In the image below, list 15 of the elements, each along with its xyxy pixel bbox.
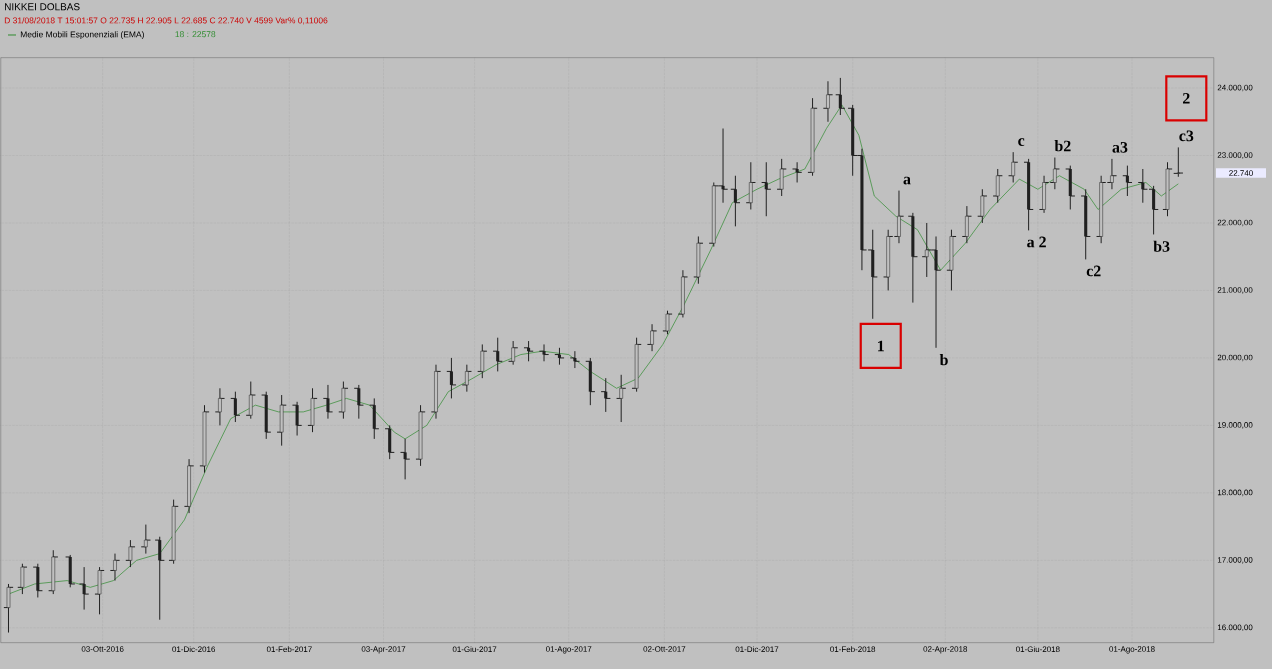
annotation: a 2 [1027,236,1046,248]
chart-subtitle: D 31/08/2018 T 15:01:57 O 22.735 H 22.905 L 22.685 C 22.740 V 4599 Var% 0,11006 [4,17,328,25]
text: 18 : 22578 [175,31,216,38]
chart-title: NIKKEI DOLBAS [5,3,80,11]
annotation: b [939,353,948,366]
annotation: c3 [1179,130,1194,142]
annotation: b2 [1054,140,1071,152]
annotation: 1 [878,340,884,352]
annotation: a [903,176,911,185]
annotation: b3 [1153,240,1170,252]
annotation: c2 [1086,265,1101,277]
legend-label: Medie Mobili Esponenziali (EMA) [20,31,144,40]
annotation: c [1018,138,1025,146]
annotation: a3 [1112,141,1128,153]
annotation: 2 [1183,93,1190,104]
